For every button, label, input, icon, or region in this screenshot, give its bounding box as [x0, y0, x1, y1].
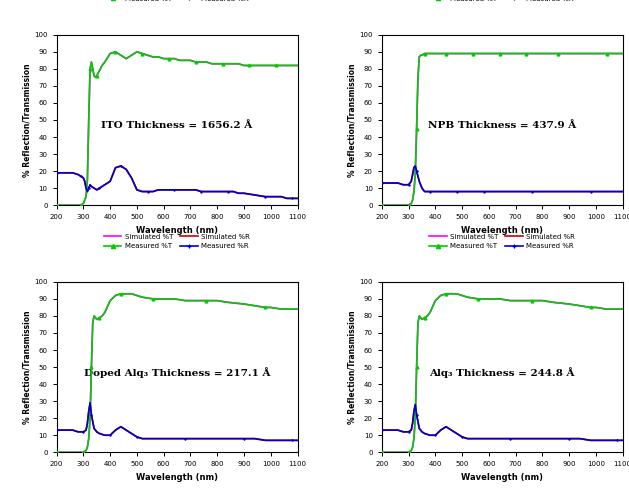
Text: Doped Alq₃ Thickness = 217.1 Å: Doped Alq₃ Thickness = 217.1 Å [84, 367, 270, 378]
Text: NPB Thickness = 437.9 Å: NPB Thickness = 437.9 Å [428, 121, 576, 130]
Text: ITO Thickness = 1656.2 Å: ITO Thickness = 1656.2 Å [101, 121, 253, 130]
X-axis label: Wavelength (nm): Wavelength (nm) [136, 226, 218, 235]
Legend: Simulated %T, Measured %T, Simulated %R, Measured %R: Simulated %T, Measured %T, Simulated %R,… [426, 0, 578, 4]
X-axis label: Wavelength (nm): Wavelength (nm) [461, 473, 543, 482]
Legend: Simulated %T, Measured %T, Simulated %R, Measured %R: Simulated %T, Measured %T, Simulated %R,… [101, 0, 253, 4]
X-axis label: Wavelength (nm): Wavelength (nm) [461, 226, 543, 235]
Y-axis label: % Reflection/Transmission: % Reflection/Transmission [22, 310, 31, 424]
Y-axis label: % Reflection/Transmission: % Reflection/Transmission [22, 63, 31, 177]
Legend: Simulated %T, Measured %T, Simulated %R, Measured %R: Simulated %T, Measured %T, Simulated %R,… [101, 231, 253, 252]
Y-axis label: % Reflection/Transmission: % Reflection/Transmission [347, 310, 357, 424]
Legend: Simulated %T, Measured %T, Simulated %R, Measured %R: Simulated %T, Measured %T, Simulated %R,… [426, 231, 578, 252]
X-axis label: Wavelength (nm): Wavelength (nm) [136, 473, 218, 482]
Y-axis label: % Reflection/Transmission: % Reflection/Transmission [347, 63, 357, 177]
Text: Alq₃ Thickness = 244.8 Å: Alq₃ Thickness = 244.8 Å [430, 367, 575, 378]
